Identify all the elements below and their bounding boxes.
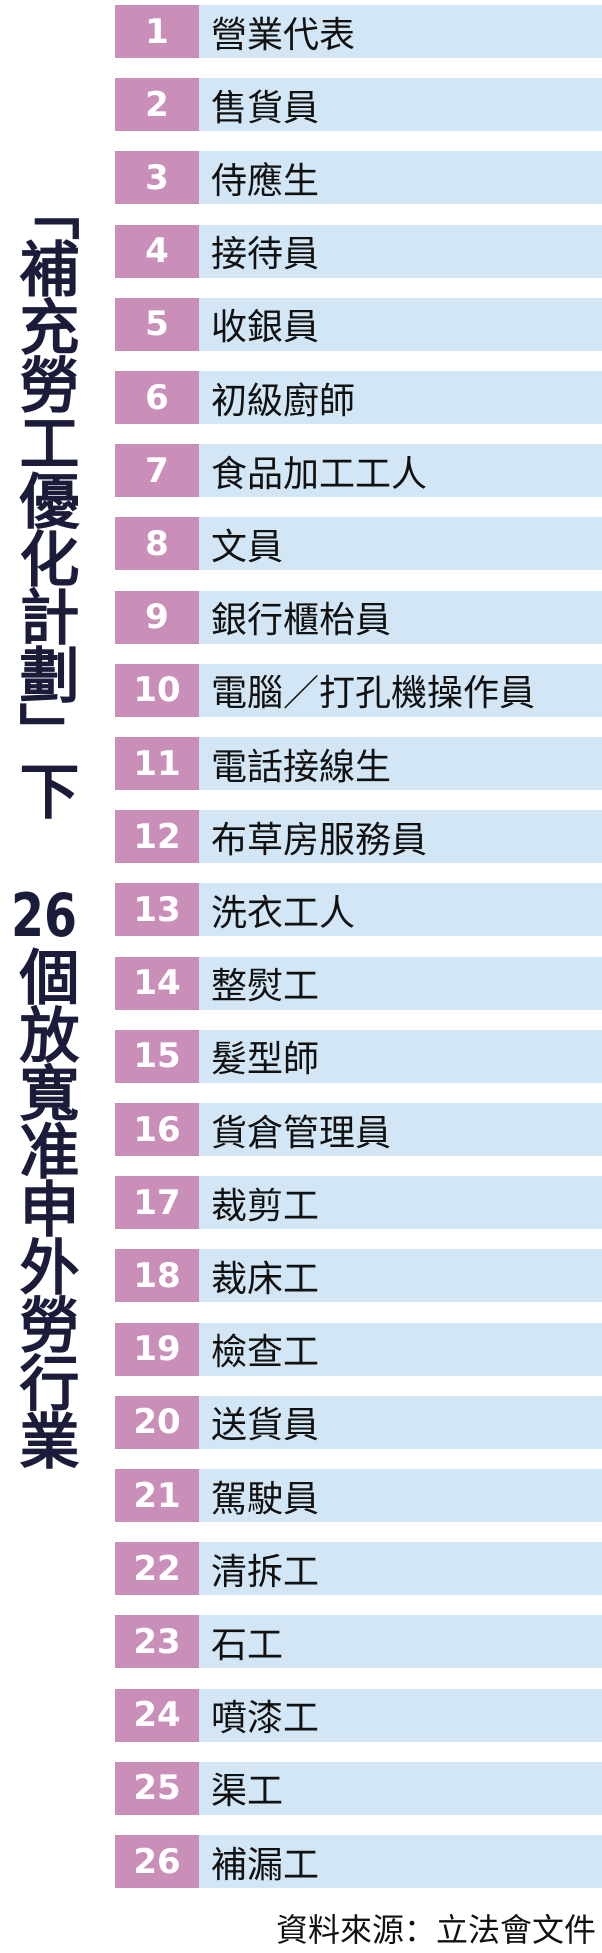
row: 11 電話接線生 — [115, 737, 602, 790]
row: 16 貨倉管理員 — [115, 1103, 602, 1156]
row: 15 髮型師 — [115, 1029, 602, 1083]
row-label: 侍應生 — [199, 151, 602, 205]
row-label: 電話接線生 — [199, 737, 602, 790]
row: 5 收銀員 — [115, 297, 602, 351]
row-label: 石工 — [199, 1615, 602, 1669]
title-part: 「補充勞工優化計劃」下 — [9, 180, 79, 818]
row-label: 電腦／打孔機操作員 — [199, 663, 602, 717]
row-label: 銀行櫃枱員 — [199, 590, 602, 644]
row-label: 補漏工 — [199, 1835, 602, 1888]
row-number: 23 — [115, 1615, 199, 1669]
row: 26 補漏工 — [115, 1835, 602, 1888]
row-number: 22 — [115, 1542, 199, 1596]
row-number: 2 — [115, 78, 199, 132]
row-number: 14 — [115, 956, 199, 1010]
row-label: 髮型師 — [199, 1029, 602, 1083]
row-number: 4 — [115, 224, 199, 278]
row: 10 電腦／打孔機操作員 — [115, 663, 602, 717]
row: 9 銀行櫃枱員 — [115, 590, 602, 644]
title-part: 個放寬准申外勞行業 — [9, 946, 79, 1468]
row-number: 9 — [115, 590, 199, 644]
row-number: 7 — [115, 444, 199, 498]
row-number: 12 — [115, 810, 199, 864]
source: 資料來源：立法會文件 — [275, 1911, 596, 1949]
row-label: 清拆工 — [199, 1542, 602, 1596]
row-label: 洗衣工人 — [199, 883, 602, 937]
row-label: 噴漆工 — [199, 1688, 602, 1742]
row-number: 13 — [115, 883, 199, 937]
row: 4 接待員 — [115, 224, 602, 278]
row: 3 侍應生 — [115, 151, 602, 205]
row-label: 駕駛員 — [199, 1469, 602, 1522]
row: 25 渠工 — [115, 1761, 602, 1815]
row-number: 21 — [115, 1469, 199, 1522]
row: 20 送貨員 — [115, 1395, 602, 1449]
row-label: 布草房服務員 — [199, 810, 602, 864]
row: 19 檢查工 — [115, 1322, 602, 1376]
row-number: 1 — [115, 5, 199, 58]
row: 14 整熨工 — [115, 956, 602, 1010]
row: 1 營業代表 — [115, 5, 602, 58]
row-label: 文員 — [199, 517, 602, 571]
row: 18 裁床工 — [115, 1249, 602, 1303]
row-label: 食品加工工人 — [199, 444, 602, 498]
row: 2 售貨員 — [115, 78, 602, 132]
row-label: 裁剪工 — [199, 1176, 602, 1230]
row: 6 初級廚師 — [115, 371, 602, 424]
row: 13 洗衣工人 — [115, 883, 602, 937]
row-number: 5 — [115, 297, 199, 351]
row-number: 11 — [115, 737, 199, 790]
row-label: 送貨員 — [199, 1395, 602, 1449]
row: 7 食品加工工人 — [115, 444, 602, 498]
row: 21 駕駛員 — [115, 1469, 602, 1522]
row-label: 售貨員 — [199, 78, 602, 132]
title-number: 26 — [11, 886, 77, 946]
row-label: 裁床工 — [199, 1249, 602, 1303]
row: 8 文員 — [115, 517, 602, 571]
row: 17 裁剪工 — [115, 1176, 602, 1230]
row-number: 25 — [115, 1761, 199, 1815]
row-label: 貨倉管理員 — [199, 1103, 602, 1156]
row-number: 15 — [115, 1029, 199, 1083]
row-label: 檢查工 — [199, 1322, 602, 1376]
row-label: 接待員 — [199, 224, 602, 278]
row-label: 整熨工 — [199, 956, 602, 1010]
row-number: 8 — [115, 517, 199, 571]
row: 23 石工 — [115, 1615, 602, 1669]
row-number: 20 — [115, 1395, 199, 1449]
row-label: 收銀員 — [199, 297, 602, 351]
title: 「補充勞工優化計劃」下 26個放寬准申外勞行業 — [4, 180, 84, 1660]
row-number: 10 — [115, 663, 199, 717]
row: 12 布草房服務員 — [115, 810, 602, 864]
row-label: 營業代表 — [199, 5, 602, 58]
row: 24 噴漆工 — [115, 1688, 602, 1742]
row-number: 18 — [115, 1249, 199, 1303]
row: 22 清拆工 — [115, 1542, 602, 1596]
row-number: 17 — [115, 1176, 199, 1230]
row-number: 26 — [115, 1835, 199, 1888]
row-number: 16 — [115, 1103, 199, 1156]
row-number: 19 — [115, 1322, 199, 1376]
row-label: 初級廚師 — [199, 371, 602, 424]
row-number: 3 — [115, 151, 199, 205]
row-label: 渠工 — [199, 1761, 602, 1815]
row-number: 6 — [115, 371, 199, 424]
row-number: 24 — [115, 1688, 199, 1742]
